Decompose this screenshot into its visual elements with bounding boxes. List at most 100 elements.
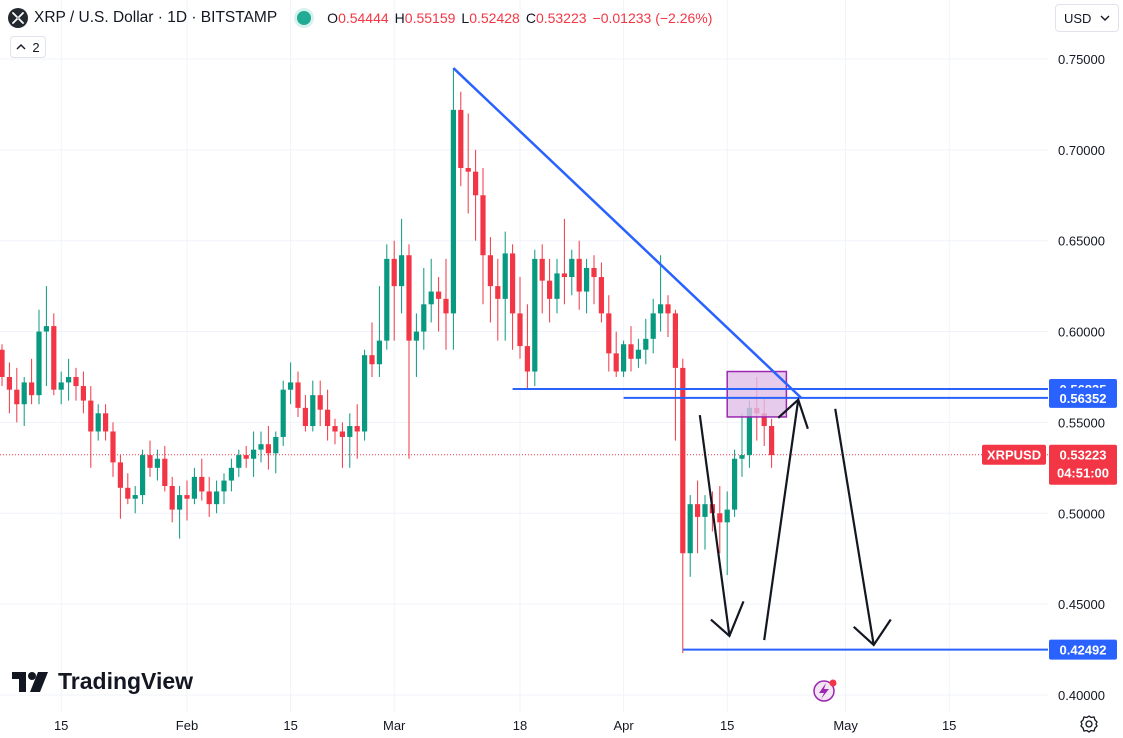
candle-body [325,409,331,427]
y-tick-label: 0.75000 [1058,52,1105,67]
ohlc-value: 0.53223 [535,10,587,26]
candle [125,473,131,505]
candle-body [739,455,745,459]
gear-icon [1080,715,1098,733]
y-tick-label: 0.50000 [1058,506,1105,521]
candle [517,277,523,359]
resistance-zone [726,370,788,418]
candle-body [524,346,530,372]
time-axis[interactable]: 15 Feb 15 Mar 18 Apr 15 May 15 [54,718,956,733]
chevron-down-icon [1100,15,1110,21]
candle-body [177,495,183,510]
candle-body [628,344,634,359]
ohlc-value: 0.55159 [404,10,456,26]
candle-body [702,504,708,517]
x-tick-label: 15 [283,718,297,733]
candle [443,258,449,350]
candle [236,449,242,477]
candle-body [354,426,360,432]
candlestick-series [0,68,775,654]
candle-body [228,467,234,481]
candle-body [643,338,649,350]
candle [680,358,686,654]
candle-body [251,449,257,459]
ohlc-key: L [461,10,470,26]
candle-body [376,340,382,365]
candle [169,476,175,523]
candle [510,244,516,350]
candle [295,371,301,417]
candle-body [169,485,175,510]
candle [406,244,412,459]
candle [95,404,101,441]
analysis-drawings[interactable] [452,67,1048,651]
chart-settings-button[interactable] [1080,715,1098,738]
candle-body [672,313,678,368]
candle-body [236,455,242,468]
ohlc-key: C [525,10,536,26]
candle [117,455,123,519]
candle-body [317,395,323,410]
logo-text: TradingView [58,668,194,694]
candle-body [206,491,212,505]
candle [310,380,316,432]
x-tick-label: Feb [176,718,198,733]
tradingview-logo[interactable]: TradingView [12,668,193,695]
currency-select[interactable]: USD [1055,4,1119,32]
price-label-bg [1049,387,1117,408]
price-axis[interactable]: 0.75000 0.70000 0.65000 0.60000 0.55000 0.500… [1058,52,1105,703]
currency-label: USD [1064,10,1092,26]
candle-body [465,168,471,172]
candle-body [436,291,442,299]
candle [21,376,27,427]
candle [621,340,627,377]
candle-body [621,344,627,372]
market-status-icon[interactable] [297,11,312,25]
candle-body [554,273,560,299]
candle [288,362,294,405]
candle-body [510,253,516,314]
candle-body [29,382,35,396]
candle [428,258,434,323]
candle [450,68,456,350]
price-label-level-0-42492: 0.42492 [1060,643,1107,658]
candle-body [695,504,701,517]
candle-body [421,304,427,332]
candle [251,431,257,477]
candle [73,367,79,401]
candle-body [191,476,197,499]
candle [177,485,183,539]
indicators-toggle-button[interactable]: 2 [10,36,46,58]
candle [376,286,382,377]
resistance-trendline [452,67,803,399]
candle [717,485,723,554]
candle-body [0,349,5,377]
candle [332,418,338,445]
candle-body [214,491,220,505]
candle-body [665,304,671,314]
candle-body [140,455,146,496]
candle-body [58,382,64,390]
candle [413,313,419,377]
xrp-logo-icon [8,8,28,28]
candle-body [14,389,20,405]
candle-body [399,255,405,287]
candle [458,91,464,187]
candle-body [132,495,138,499]
ohlc-values: O0.54444 H0.55159 L0.52428 C0.53223 −0.0… [327,10,712,26]
candle [29,358,35,405]
symbol-title[interactable]: XRP / U.S. Dollar · 1D · BITSTAMP [34,9,278,26]
candle-body [569,258,575,278]
projection-arrow [763,399,800,641]
candle [214,480,220,514]
candle [206,476,212,517]
x-tick-label: 15 [942,718,956,733]
candle-body [687,504,693,554]
candle [436,277,442,332]
candle [554,258,560,314]
candle [591,255,597,305]
candle-body [243,455,249,459]
candle-body [265,444,271,454]
candle [576,240,582,310]
